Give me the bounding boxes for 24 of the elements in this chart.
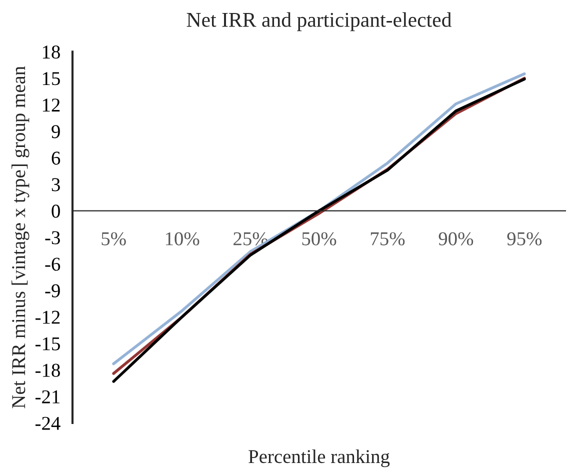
y-tick-label: -6 [45,258,60,271]
y-tick-label: 9 [52,125,60,138]
y-tick-label: -18 [36,364,60,377]
y-tick-label: -12 [36,310,60,324]
y-tick-label: 12 [42,98,60,112]
y-tick-label: -9 [45,284,60,298]
y-tick-label: -3 [45,231,60,244]
x-tick-label: 5% [102,232,126,246]
x-tick-label: 75% [370,232,405,246]
x-tick-label: 95% [507,232,542,246]
y-tick-label: 6 [52,152,60,165]
y-tick-label: 0 [52,204,60,218]
y-tick-label: 18 [42,46,60,59]
x-axis-title: Percentile ranking [248,449,390,468]
x-tick-label: 10% [166,232,200,246]
y-tick-label: -15 [36,337,60,350]
y-tick-label: 3 [52,178,60,192]
x-tick-label: 50% [302,232,336,246]
y-tick-label: 15 [42,72,60,86]
y-tick-label: -24 [36,416,60,430]
x-tick-label: 90% [438,232,474,246]
chart-title: Net IRR and participant-elected [186,12,452,32]
y-tick-label: -21 [36,390,60,404]
y-axis-title: Net IRR minus [vintage x type] group mean [12,66,30,408]
